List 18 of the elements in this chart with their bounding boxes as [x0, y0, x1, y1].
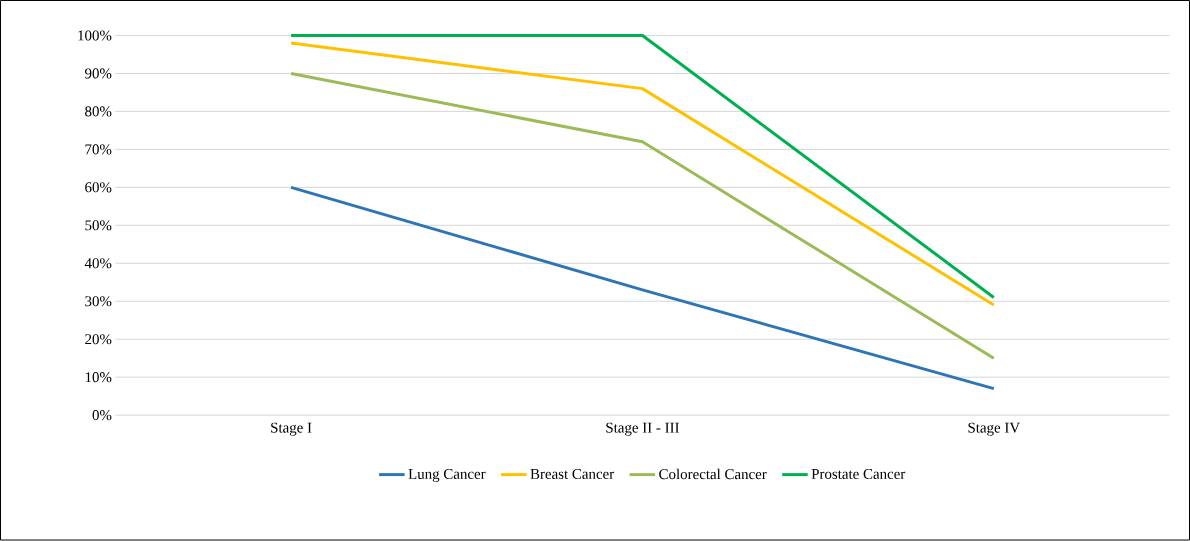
- y-tick-label: 20%: [85, 334, 112, 345]
- legend-label: Lung Cancer: [408, 469, 486, 483]
- y-tick-label: 70%: [85, 144, 112, 155]
- x-tick-label: Stage I: [271, 422, 312, 436]
- y-tick-label: 50%: [85, 220, 112, 231]
- y-tick-label: 0%: [92, 410, 112, 421]
- y-tick-label: 60%: [85, 182, 112, 193]
- legend-label: Colorectal Cancer: [659, 468, 767, 480]
- legend-label: Breast Cancer: [530, 469, 615, 480]
- y-tick-label: 40%: [84, 258, 112, 269]
- y-tick-label: 80%: [85, 106, 112, 117]
- y-tick-label: 10%: [85, 372, 112, 383]
- y-tick-label: 100%: [78, 30, 112, 41]
- y-tick-label: 90%: [85, 68, 112, 79]
- x-tick-label: Stage IV: [968, 422, 1020, 436]
- y-tick-label: 30%: [85, 296, 112, 307]
- legend-label: Prostate Cancer: [811, 469, 906, 480]
- x-tick-label: Stage II - III: [606, 422, 680, 436]
